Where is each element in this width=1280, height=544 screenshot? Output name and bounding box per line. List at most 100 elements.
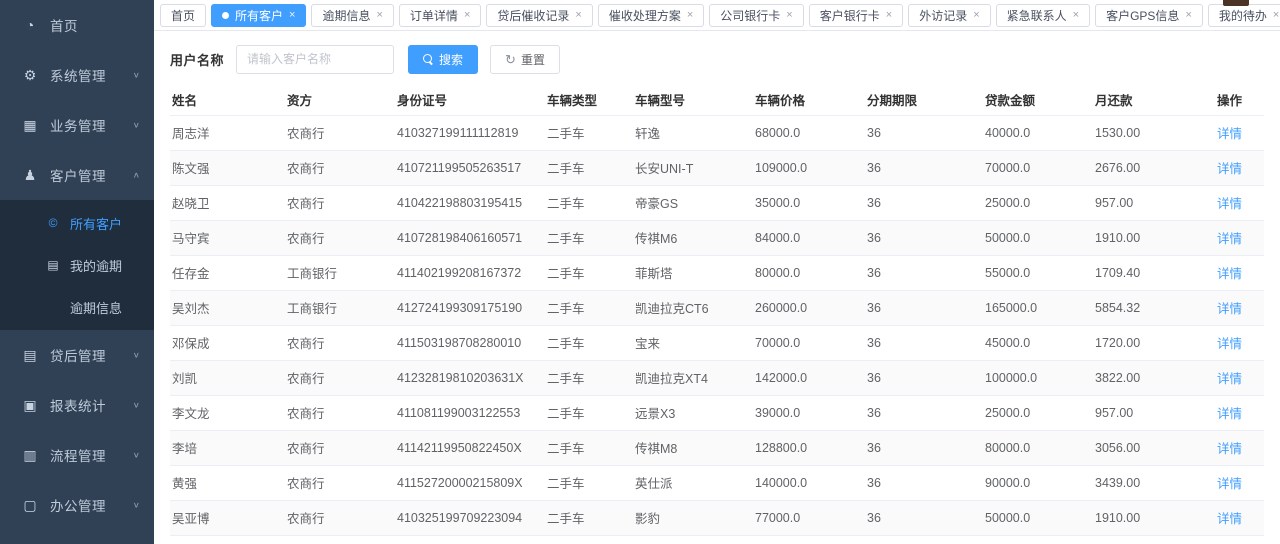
col-header-funder: 资方 bbox=[285, 84, 395, 116]
search-button[interactable]: 搜索 bbox=[408, 44, 479, 74]
detail-link[interactable]: 详情 bbox=[1217, 442, 1243, 456]
sidebar-item-2[interactable]: ▦ 业务管理 ∨ bbox=[23, 116, 140, 135]
detail-link[interactable]: 详情 bbox=[1217, 267, 1243, 281]
cell-id: 411081199003122553 bbox=[395, 395, 545, 431]
cell-type: 二手车 bbox=[545, 255, 633, 291]
sidebar-subitem-2[interactable]: 逾期信息 bbox=[70, 300, 123, 316]
close-icon[interactable]: × bbox=[786, 8, 793, 21]
cell-type: 二手车 bbox=[545, 185, 633, 221]
detail-link[interactable]: 详情 bbox=[1217, 372, 1243, 386]
cell-term: 36 bbox=[865, 255, 983, 291]
customer-table: 姓名 资方 身份证号 车辆类型 车辆型号 车辆价格 分期期限 贷款金额 月还款 … bbox=[170, 84, 1264, 544]
user-icon: ♟ bbox=[23, 166, 37, 183]
sidebar-item-8[interactable]: ☑系统监控∨ bbox=[0, 530, 154, 544]
close-icon[interactable]: × bbox=[575, 8, 582, 21]
sidebar-item-4[interactable]: ▤ 贷后管理 ∨ bbox=[23, 346, 140, 365]
cell-term: 36 bbox=[865, 150, 983, 186]
sidebar-item-0[interactable]: ◔ 首页 bbox=[0, 0, 154, 50]
cell-term: 36 bbox=[865, 290, 983, 326]
reset-button[interactable]: ↻ 重置 bbox=[490, 44, 560, 74]
detail-link[interactable]: 详情 bbox=[1217, 512, 1243, 526]
detail-link[interactable]: 详情 bbox=[1217, 407, 1243, 421]
cell-funder: 工商银行 bbox=[285, 290, 395, 326]
tab-0[interactable]: 首页× bbox=[160, 3, 207, 27]
close-icon[interactable]: × bbox=[289, 8, 296, 21]
detail-link[interactable]: 详情 bbox=[1217, 337, 1243, 351]
detail-link[interactable]: 详情 bbox=[1217, 477, 1243, 491]
cell-model: 帝豪GS bbox=[633, 185, 753, 221]
cell-month: 957.00 bbox=[1093, 395, 1215, 431]
sidebar-item-5[interactable]: ▣ 报表统计 ∨ bbox=[23, 396, 140, 415]
cell-loan: 50000.0 bbox=[983, 500, 1093, 536]
col-header-id: 身份证号 bbox=[395, 84, 545, 116]
table-header-row: 姓名 资方 身份证号 车辆类型 车辆型号 车辆价格 分期期限 贷款金额 月还款 … bbox=[170, 84, 1264, 116]
tab-9[interactable]: 紧急联系人 × bbox=[995, 3, 1091, 27]
cell-name: 吴刘杰 bbox=[170, 290, 285, 326]
cell-id: 411402199208167372 bbox=[395, 255, 545, 291]
sidebar-item-7[interactable]: ▢ 办公管理 ∨ bbox=[23, 496, 140, 515]
avatar[interactable] bbox=[1223, 0, 1249, 6]
cell-loan: 40000.0 bbox=[983, 115, 1093, 151]
tab-7[interactable]: 客户银行卡 × bbox=[808, 3, 904, 27]
tab-6[interactable]: 公司银行卡 × bbox=[709, 3, 804, 27]
cell-funder: 农商行 bbox=[285, 430, 395, 466]
cell-loan bbox=[983, 535, 1093, 544]
tab-11[interactable]: 我的待办 × bbox=[1207, 3, 1280, 27]
search-input[interactable] bbox=[236, 44, 395, 74]
cell-name: 周志洋 bbox=[170, 115, 285, 151]
cell-name: 刘凯 bbox=[170, 360, 285, 396]
search-field-label: 用户名称 bbox=[170, 52, 225, 68]
cell-price: 39000.0 bbox=[753, 395, 865, 431]
col-header-name: 姓名 bbox=[170, 84, 285, 116]
cell-type: 二手车 bbox=[545, 430, 633, 466]
tab-3[interactable]: 订单详情 × bbox=[398, 3, 482, 27]
cell-type: 二手车 bbox=[545, 325, 633, 361]
detail-link[interactable]: 详情 bbox=[1217, 127, 1243, 141]
chevron-down-icon: ∨ bbox=[132, 500, 140, 510]
cell-month: 5854.32 bbox=[1093, 290, 1215, 326]
sidebar-item-1[interactable]: ⚙ 系统管理 ∨ bbox=[23, 66, 140, 85]
detail-link[interactable]: 详情 bbox=[1217, 302, 1243, 316]
sidebar: ◔ 首页 ⚙ 系统管理 ∨ ▦ 业务管理 ∨ ♟ 客户管理 ∧ © 所有客户 ▤ 我的逾期逾期信息 ▤ 贷后管理… bbox=[0, 0, 154, 544]
cell-month: 957.00 bbox=[1093, 185, 1215, 221]
cell-loan: 100000.0 bbox=[983, 360, 1093, 396]
tab-10[interactable]: 客户GPS信息 × bbox=[1095, 3, 1203, 27]
cell-term: 36 bbox=[865, 500, 983, 536]
chevron-down-icon: ∨ bbox=[132, 400, 140, 410]
tab-2[interactable]: 逾期信息 × bbox=[311, 3, 394, 27]
sidebar-subitem-0[interactable]: © 所有客户 bbox=[0, 202, 154, 244]
detail-link[interactable]: 详情 bbox=[1217, 162, 1243, 176]
tab-8[interactable]: 外访记录 × bbox=[908, 3, 991, 27]
cell-month bbox=[1093, 535, 1215, 544]
detail-link[interactable]: 详情 bbox=[1217, 232, 1243, 246]
close-icon[interactable]: × bbox=[1072, 8, 1080, 21]
close-icon[interactable]: × bbox=[885, 8, 893, 21]
cell-month: 3056.00 bbox=[1093, 430, 1215, 466]
close-icon[interactable]: × bbox=[686, 8, 694, 21]
cell-model: 菲斯塔 bbox=[633, 255, 753, 291]
close-icon[interactable]: × bbox=[376, 8, 383, 21]
cell-name: 王晓冬 bbox=[170, 535, 285, 544]
cell-model: 轩逸 bbox=[633, 535, 753, 544]
close-icon[interactable]: × bbox=[1185, 8, 1192, 21]
tab-1[interactable]: 所有客户 × bbox=[211, 3, 307, 27]
cell-month: 1910.00 bbox=[1093, 500, 1215, 536]
cell-id: 411503198708280010 bbox=[395, 325, 545, 361]
close-icon[interactable]: × bbox=[973, 8, 980, 21]
detail-link[interactable]: 详情 bbox=[1217, 197, 1243, 211]
tab-4[interactable]: 贷后催收记录 × bbox=[486, 3, 593, 27]
cell-model: 宝来 bbox=[633, 325, 753, 361]
close-icon[interactable]: × bbox=[1272, 8, 1280, 21]
tab-5[interactable]: 催收处理方案 × bbox=[597, 3, 705, 27]
cell-funder: 农商行 bbox=[285, 395, 395, 431]
cell-term: 36 bbox=[865, 430, 983, 466]
chevron-down-icon: ∨ bbox=[132, 70, 140, 80]
cell-type: 二手车 bbox=[545, 360, 633, 396]
sidebar-item-3[interactable]: ♟ 客户管理 ∧ bbox=[23, 166, 140, 185]
close-icon[interactable]: × bbox=[463, 8, 471, 21]
cell-model: 长安UNI-T bbox=[633, 150, 753, 186]
cell-type: 二手车 bbox=[545, 115, 633, 151]
cell-loan: 80000.0 bbox=[983, 430, 1093, 466]
sidebar-subitem-1[interactable]: ▤ 我的逾期 bbox=[47, 258, 123, 274]
sidebar-item-6[interactable]: ▥ 流程管理 ∨ bbox=[23, 446, 140, 465]
